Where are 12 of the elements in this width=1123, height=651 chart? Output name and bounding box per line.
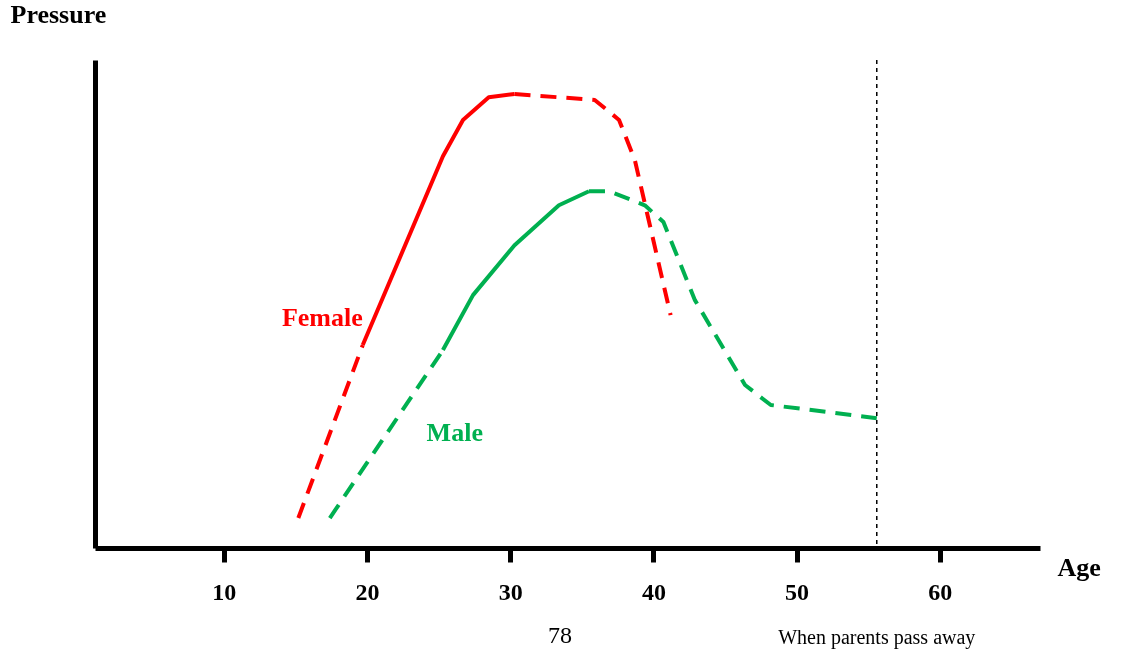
text: 78 <box>548 622 572 649</box>
x-tick-label: 60 <box>928 578 953 605</box>
x-axis-title: Age <box>1057 552 1101 582</box>
ref-line-label: When parents pass away <box>778 626 976 649</box>
text: Male <box>426 418 483 448</box>
x-tick-label: 40 <box>641 578 666 605</box>
y-axis-title: Pressure <box>10 0 107 29</box>
series-label: Female <box>281 303 363 333</box>
x-tick-label: 50 <box>785 578 810 605</box>
x-tick-label: 10 <box>212 578 237 605</box>
x-tick-label: 20 <box>355 578 380 605</box>
x-tick-label: 30 <box>498 578 523 605</box>
